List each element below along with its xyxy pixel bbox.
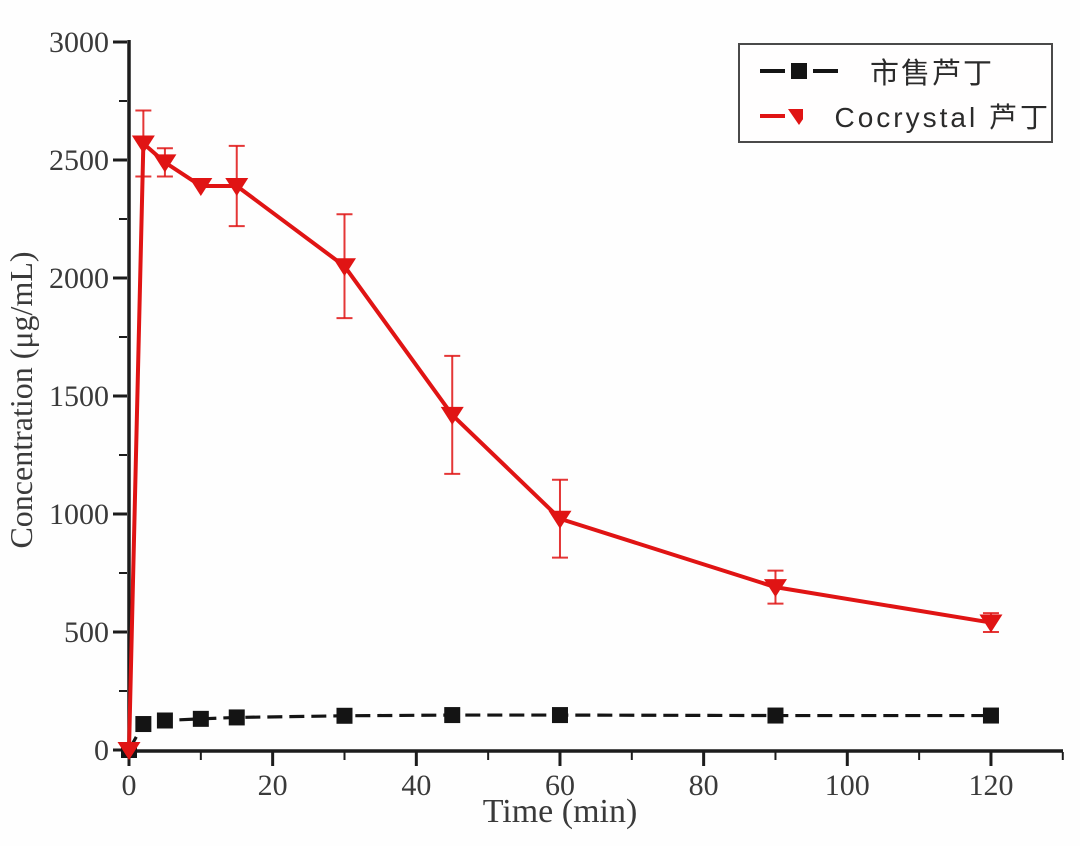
data-point-marker: [156, 712, 173, 729]
x-axis-title: Time (min): [483, 793, 638, 830]
data-point-marker: [440, 406, 464, 425]
data-point-marker: [336, 707, 353, 724]
data-point-marker: [153, 154, 177, 173]
x-tick-label: 0: [122, 769, 137, 802]
x-tick-label: 120: [968, 769, 1013, 802]
x-tick-label: 20: [258, 769, 288, 802]
y-tick-label: 1500: [49, 380, 109, 413]
y-axis-title: Concentration (μg/mL): [3, 251, 39, 548]
legend: 市售芦丁 Cocrystal 芦丁: [738, 43, 1053, 143]
data-point-marker: [548, 510, 572, 529]
x-tick-label: 60: [545, 769, 575, 802]
y-tick-label: 500: [64, 616, 109, 649]
legend-marker-commercial-rutin-icon: [760, 62, 838, 79]
series-line-1: [127, 141, 992, 751]
legend-label-commercial-rutin: 市售芦丁: [870, 57, 995, 90]
data-point-marker: [228, 709, 245, 726]
data-point-marker: [551, 707, 568, 724]
data-point-marker: [979, 614, 1003, 633]
data-point-marker: [225, 177, 249, 196]
data-point-marker: [189, 177, 213, 196]
legend-label-cocrystal-rutin: Cocrystal 芦丁: [834, 102, 1051, 134]
x-tick-label: 100: [825, 769, 870, 802]
legend-item-cocrystal-rutin: Cocrystal 芦丁: [760, 96, 1051, 136]
x-tick-label: 40: [401, 769, 431, 802]
data-point-marker: [332, 258, 356, 277]
y-tick-label: 0: [94, 734, 109, 767]
data-point-marker: [131, 135, 155, 154]
data-point-marker: [117, 742, 141, 760]
x-tick-label: 80: [689, 769, 719, 802]
legend-item-commercial-rutin: 市售芦丁: [760, 50, 1051, 92]
data-point-marker: [135, 716, 152, 733]
series-line-0: [127, 713, 991, 751]
data-point-marker: [444, 707, 461, 724]
data-point-marker: [767, 707, 784, 724]
legend-marker-cocrystal-rutin-icon: [760, 109, 803, 126]
y-tick-label: 3000: [49, 26, 109, 59]
y-tick-label: 2500: [49, 144, 109, 177]
data-point-marker: [982, 707, 999, 724]
data-point-marker: [192, 710, 209, 727]
y-tick-label: 2000: [49, 262, 109, 295]
data-point-marker: [763, 579, 787, 598]
y-tick-label: 1000: [49, 498, 109, 531]
